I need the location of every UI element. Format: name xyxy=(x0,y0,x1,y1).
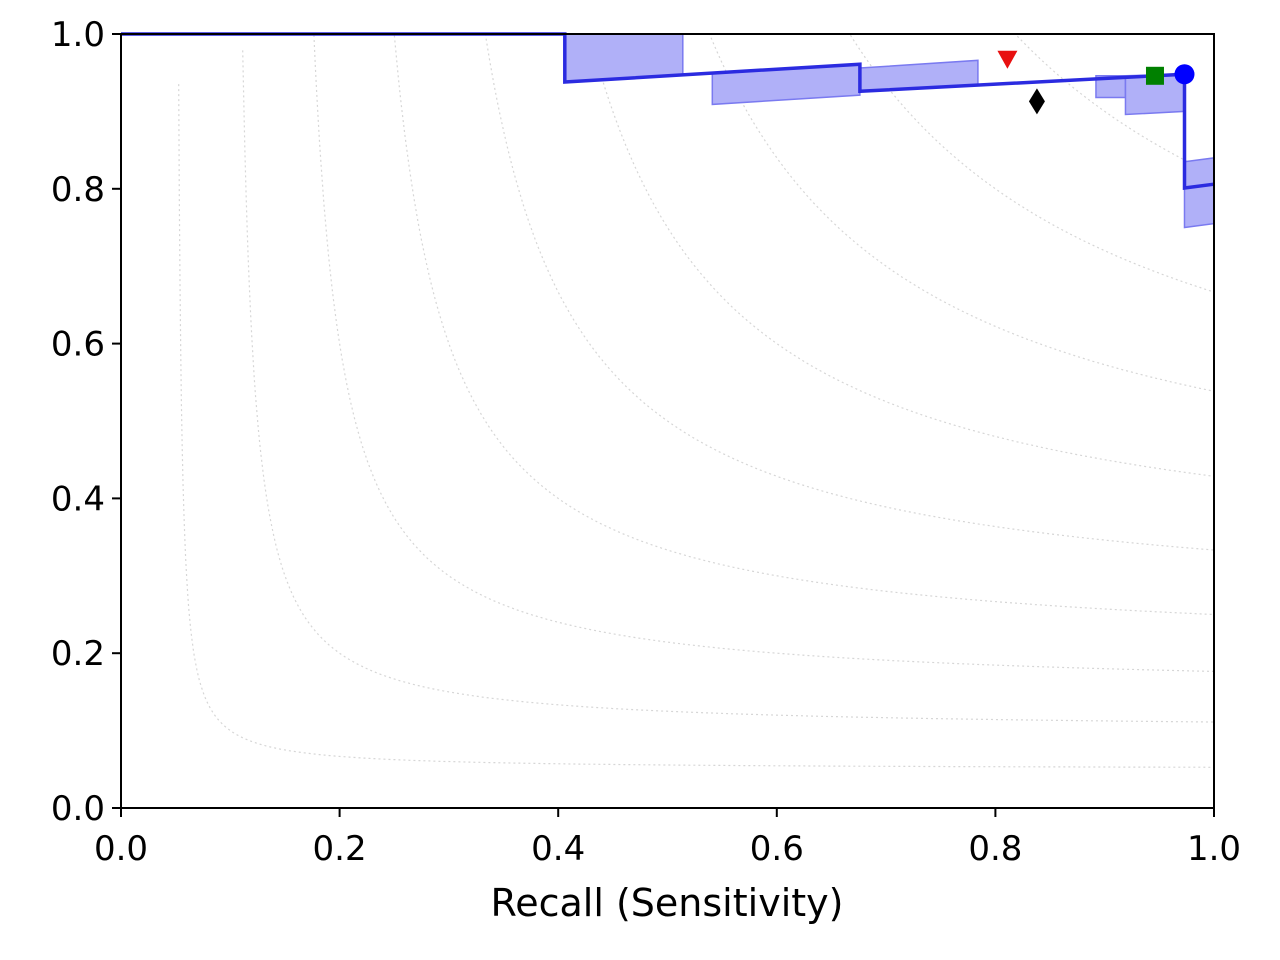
iso-f1-contour-7 xyxy=(848,34,1214,293)
x-axis-title: Recall (Sensitivity) xyxy=(491,881,844,925)
x-tick-label: 0.2 xyxy=(313,829,367,869)
plot-frame xyxy=(120,33,1215,809)
operating-point-markers xyxy=(997,50,1195,115)
y-tick-label: 0.0 xyxy=(51,789,105,829)
y-tick-label: 0.2 xyxy=(51,634,105,674)
x-tick-label: 0.8 xyxy=(968,829,1022,869)
x-tick-label: 0.6 xyxy=(750,829,804,869)
marker-square xyxy=(1145,66,1164,85)
x-axis-ticks: 0.0 0.2 0.4 0.6 0.8 1.0 xyxy=(94,808,1241,869)
y-tick-label: 0.4 xyxy=(51,479,105,519)
marker-circle xyxy=(1174,64,1195,85)
iso-f1-contour-4 xyxy=(484,34,1214,551)
y-axis-ticks: 0.0 0.2 0.4 0.6 0.8 1.0 xyxy=(51,15,121,829)
iso-f1-contour-8 xyxy=(1014,34,1214,176)
x-tick-label: 0.4 xyxy=(531,829,585,869)
iso-f1-contour-5 xyxy=(588,34,1214,477)
precision-recall-curve xyxy=(121,32,1215,190)
iso-f1-contour-0 xyxy=(178,84,1214,768)
iso-f1-contour-1 xyxy=(242,50,1214,723)
series-line-0 xyxy=(121,32,1215,190)
confidence-bands xyxy=(564,33,1215,229)
x-tick-label: 1.0 xyxy=(1187,829,1241,869)
x-tick-label: 0.0 xyxy=(94,829,148,869)
y-tick-label: 0.8 xyxy=(51,170,105,210)
y-tick-label: 1.0 xyxy=(51,15,105,55)
confidence-band-5 xyxy=(1183,156,1215,229)
iso-f1-contour-6 xyxy=(708,34,1214,392)
marker-triangle-down xyxy=(997,50,1018,69)
iso-f1-contour-2 xyxy=(313,34,1214,672)
iso-f1-contours xyxy=(178,34,1214,768)
marker-diamond xyxy=(1028,88,1045,115)
y-tick-label: 0.6 xyxy=(51,325,105,365)
